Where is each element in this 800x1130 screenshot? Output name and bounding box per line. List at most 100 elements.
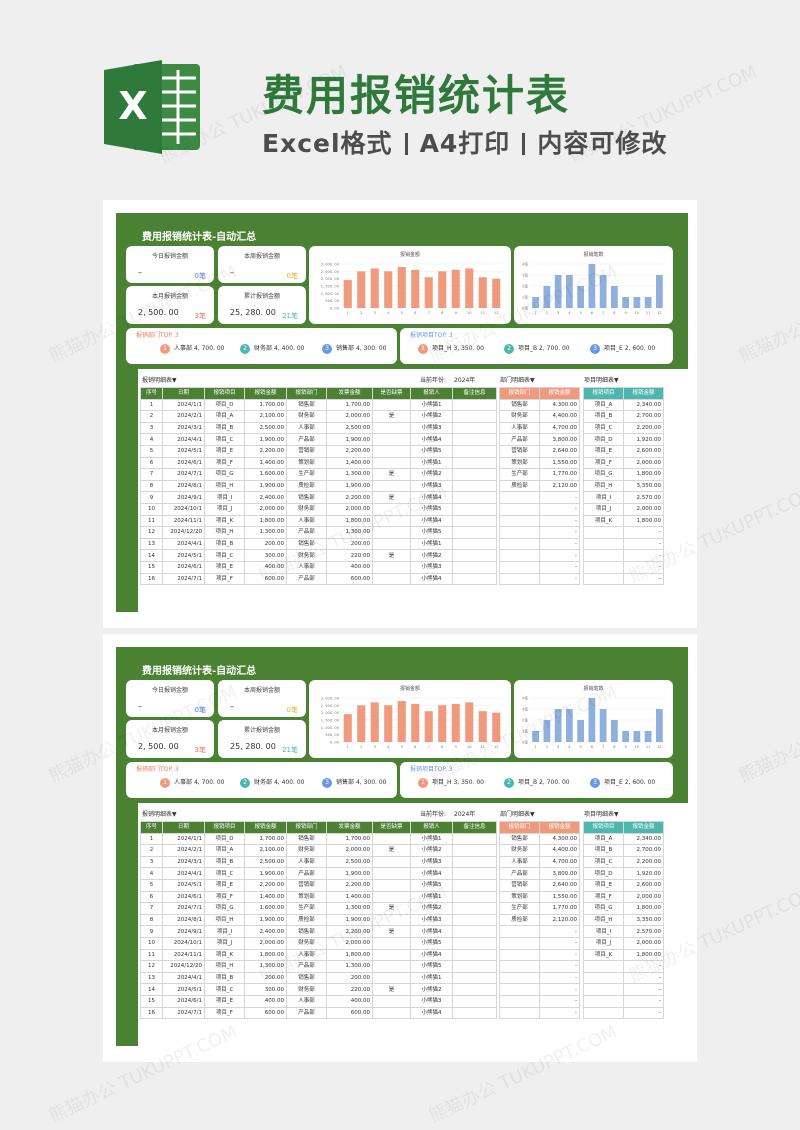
table-row[interactable]: 项目_C 2,200.00 bbox=[583, 855, 664, 869]
table-row[interactable]: - bbox=[499, 948, 580, 962]
table-row[interactable]: - bbox=[499, 1006, 580, 1020]
table-row[interactable]: 6 2024/6/1 项目_F 1,400.00 策划部 1,400.00 小熊猫1 bbox=[140, 456, 497, 470]
table-row[interactable]: - bbox=[583, 572, 664, 586]
table-row[interactable]: 项目_K 1,800.00 bbox=[583, 514, 664, 528]
table-row[interactable]: 项目_B 2,700.00 bbox=[583, 844, 664, 857]
table-row[interactable]: 财务部 4,400.00 bbox=[499, 410, 580, 423]
table-row[interactable]: 10 2024/10/1 项目_J 2,000.00 财务部 2,000.00 小熊猫5 bbox=[140, 502, 497, 516]
table-row[interactable]: - bbox=[583, 983, 664, 996]
table-row[interactable]: - bbox=[583, 1006, 664, 1020]
table-row[interactable]: - bbox=[499, 572, 580, 586]
table-row[interactable]: 项目_F 2,000.00 bbox=[583, 456, 664, 470]
table-row[interactable]: 7 2024/7/1 项目_G 1,600.00 生产部 1,300.00 是小熊猫2 bbox=[140, 468, 497, 481]
table-row[interactable]: 16 2024/7/1 项目_F 600.00 产品部 600.00 小熊猫4 bbox=[140, 1006, 497, 1020]
table-row[interactable]: 12 2024/12/20 项目_H 1,300.00 产品部 1,300.00 小熊猫5 bbox=[140, 960, 497, 973]
table-row[interactable]: 人事部 4,700.00 bbox=[499, 421, 580, 435]
table-row[interactable]: - bbox=[499, 560, 580, 574]
detail-dropdown[interactable]: 报销明细表▼ bbox=[142, 811, 177, 818]
table-row[interactable]: 15 2024/6/1 项目_E 400.00 人事部 400.00 小熊猫3 bbox=[140, 560, 497, 574]
table-row[interactable]: - bbox=[499, 994, 580, 1008]
dept-dropdown[interactable]: 部门明细表▼ bbox=[500, 811, 535, 818]
table-row[interactable]: 9 2024/9/1 项目_I 2,400.00 销售部 2,200.00 是小熊猫4 bbox=[140, 491, 497, 504]
table-row[interactable]: 项目_H 3,350.00 bbox=[583, 479, 664, 493]
table-row[interactable]: 项目_J 2,000.00 bbox=[583, 936, 664, 950]
table-row[interactable]: 销售部 4,300.00 bbox=[499, 398, 580, 412]
table-row[interactable]: - bbox=[583, 549, 664, 562]
table-row[interactable]: 策划部 1,550.00 bbox=[499, 456, 580, 470]
table-row[interactable]: 3 2024/3/1 项目_B 2,500.00 人事部 2,500.00 小熊猫3 bbox=[140, 421, 497, 435]
table-row[interactable]: 11 2024/11/1 项目_K 1,800.00 人事部 1,800.00 小熊猫4 bbox=[140, 948, 497, 962]
table-row[interactable]: 13 2024/4/1 项目_B 200.00 销售部 200.00 小熊猫1 bbox=[140, 971, 497, 985]
table-row[interactable]: 2 2024/2/1 项目_A 2,100.00 财务部 2,000.00 是小熊猫2 bbox=[140, 410, 497, 423]
table-row[interactable]: 1 2024/1/1 项目_D 1,700.00 销售部 1,700.00 小熊猫1 bbox=[140, 832, 497, 846]
table-row[interactable]: 项目_A 2,340.00 bbox=[583, 398, 664, 412]
table-row[interactable]: - bbox=[499, 971, 580, 985]
table-row[interactable]: 生产部 1,770.00 bbox=[499, 468, 580, 481]
table-row[interactable]: 5 2024/5/1 项目_E 2,200.00 营销部 2,200.00 小熊猫5 bbox=[140, 444, 497, 458]
table-row[interactable]: 项目_E 2,600.00 bbox=[583, 878, 664, 892]
table-row[interactable]: 15 2024/6/1 项目_E 400.00 人事部 400.00 小熊猫3 bbox=[140, 994, 497, 1008]
table-row[interactable]: 质检部 2,120.00 bbox=[499, 913, 580, 927]
table-row[interactable]: 项目_D 1,920.00 bbox=[583, 433, 664, 446]
table-row[interactable]: 1 2024/1/1 项目_D 1,700.00 销售部 1,700.00 小熊猫1 bbox=[140, 398, 497, 412]
table-row[interactable]: 销售部 4,300.00 bbox=[499, 832, 580, 846]
table-row[interactable]: 5 2024/5/1 项目_E 2,200.00 营销部 2,200.00 小熊猫5 bbox=[140, 878, 497, 892]
table-row[interactable]: 项目_A 2,340.00 bbox=[583, 832, 664, 846]
table-row[interactable]: 8 2024/8/1 项目_H 1,900.00 质检部 1,900.00 小熊猫3 bbox=[140, 913, 497, 927]
table-row[interactable]: - bbox=[583, 537, 664, 551]
table-row[interactable]: 项目_I 2,570.00 bbox=[583, 491, 664, 504]
table-row[interactable]: 6 2024/6/1 项目_F 1,400.00 策划部 1,400.00 小熊猫1 bbox=[140, 890, 497, 904]
table-row[interactable]: 策划部 1,550.00 bbox=[499, 890, 580, 904]
table-row[interactable]: 项目_G 1,800.00 bbox=[583, 468, 664, 481]
table-row[interactable]: - bbox=[583, 960, 664, 973]
table-row[interactable]: 3 2024/3/1 项目_B 2,500.00 人事部 2,500.00 小熊猫3 bbox=[140, 855, 497, 869]
table-row[interactable]: 生产部 1,770.00 bbox=[499, 902, 580, 915]
table-row[interactable]: - bbox=[499, 960, 580, 973]
table-row[interactable]: - bbox=[499, 514, 580, 528]
table-row[interactable]: 11 2024/11/1 项目_K 1,800.00 人事部 1,800.00 小熊猫4 bbox=[140, 514, 497, 528]
table-row[interactable]: 人事部 4,700.00 bbox=[499, 855, 580, 869]
table-row[interactable]: 营销部 2,640.00 bbox=[499, 878, 580, 892]
table-row[interactable]: 9 2024/9/1 项目_I 2,400.00 销售部 2,200.00 是小熊猫4 bbox=[140, 925, 497, 938]
table-row[interactable]: - bbox=[499, 526, 580, 539]
table-row[interactable]: - bbox=[499, 491, 580, 504]
table-row[interactable]: 项目_D 1,920.00 bbox=[583, 867, 664, 880]
detail-dropdown[interactable]: 报销明细表▼ bbox=[142, 377, 177, 384]
table-row[interactable]: 16 2024/7/1 项目_F 600.00 产品部 600.00 小熊猫4 bbox=[140, 572, 497, 586]
table-row[interactable]: 2 2024/2/1 项目_A 2,100.00 财务部 2,000.00 是小熊猫2 bbox=[140, 844, 497, 857]
table-row[interactable]: 4 2024/4/1 项目_C 1,900.00 产品部 1,900.00 小熊猫4 bbox=[140, 433, 497, 446]
table-row[interactable]: 项目_B 2,700.00 bbox=[583, 410, 664, 423]
table-row[interactable]: 7 2024/7/1 项目_G 1,600.00 生产部 1,300.00 是小熊猫2 bbox=[140, 902, 497, 915]
table-row[interactable]: 项目_J 2,000.00 bbox=[583, 502, 664, 516]
table-row[interactable]: 项目_G 1,800.00 bbox=[583, 902, 664, 915]
table-row[interactable]: - bbox=[499, 549, 580, 562]
item-dropdown[interactable]: 项目明细表▼ bbox=[584, 811, 619, 818]
table-row[interactable]: 8 2024/8/1 项目_H 1,900.00 质检部 1,900.00 小熊猫3 bbox=[140, 479, 497, 493]
dept-dropdown[interactable]: 部门明细表▼ bbox=[500, 377, 535, 384]
table-row[interactable]: - bbox=[499, 502, 580, 516]
table-row[interactable]: - bbox=[583, 994, 664, 1008]
table-row[interactable]: 质检部 2,120.00 bbox=[499, 479, 580, 493]
table-row[interactable]: - bbox=[499, 936, 580, 950]
table-row[interactable]: 14 2024/5/1 项目_C 300.00 财务部 220.00 是小熊猫2 bbox=[140, 549, 497, 562]
table-row[interactable]: - bbox=[499, 983, 580, 996]
table-row[interactable]: 13 2024/4/1 项目_B 200.00 销售部 200.00 小熊猫1 bbox=[140, 537, 497, 551]
table-row[interactable]: - bbox=[583, 526, 664, 539]
table-row[interactable]: 营销部 2,640.00 bbox=[499, 444, 580, 458]
table-row[interactable]: 项目_F 2,000.00 bbox=[583, 890, 664, 904]
table-row[interactable]: 产品部 3,800.00 bbox=[499, 867, 580, 880]
table-row[interactable]: 10 2024/10/1 项目_J 2,000.00 财务部 2,000.00 小熊猫5 bbox=[140, 936, 497, 950]
table-row[interactable]: - bbox=[583, 560, 664, 574]
table-row[interactable]: 财务部 4,400.00 bbox=[499, 844, 580, 857]
table-row[interactable]: - bbox=[583, 971, 664, 985]
table-row[interactable]: 4 2024/4/1 项目_C 1,900.00 产品部 1,900.00 小熊猫4 bbox=[140, 867, 497, 880]
table-row[interactable]: 项目_I 2,570.00 bbox=[583, 925, 664, 938]
table-row[interactable]: 项目_K 1,800.00 bbox=[583, 948, 664, 962]
table-row[interactable]: 产品部 3,800.00 bbox=[499, 433, 580, 446]
table-row[interactable]: - bbox=[499, 925, 580, 938]
table-row[interactable]: 12 2024/12/20 项目_H 1,300.00 产品部 1,300.00 小熊猫5 bbox=[140, 526, 497, 539]
table-row[interactable]: 项目_E 2,600.00 bbox=[583, 444, 664, 458]
table-row[interactable]: 项目_H 3,350.00 bbox=[583, 913, 664, 927]
item-dropdown[interactable]: 项目明细表▼ bbox=[584, 377, 619, 384]
table-row[interactable]: 14 2024/5/1 项目_C 300.00 财务部 220.00 是小熊猫2 bbox=[140, 983, 497, 996]
